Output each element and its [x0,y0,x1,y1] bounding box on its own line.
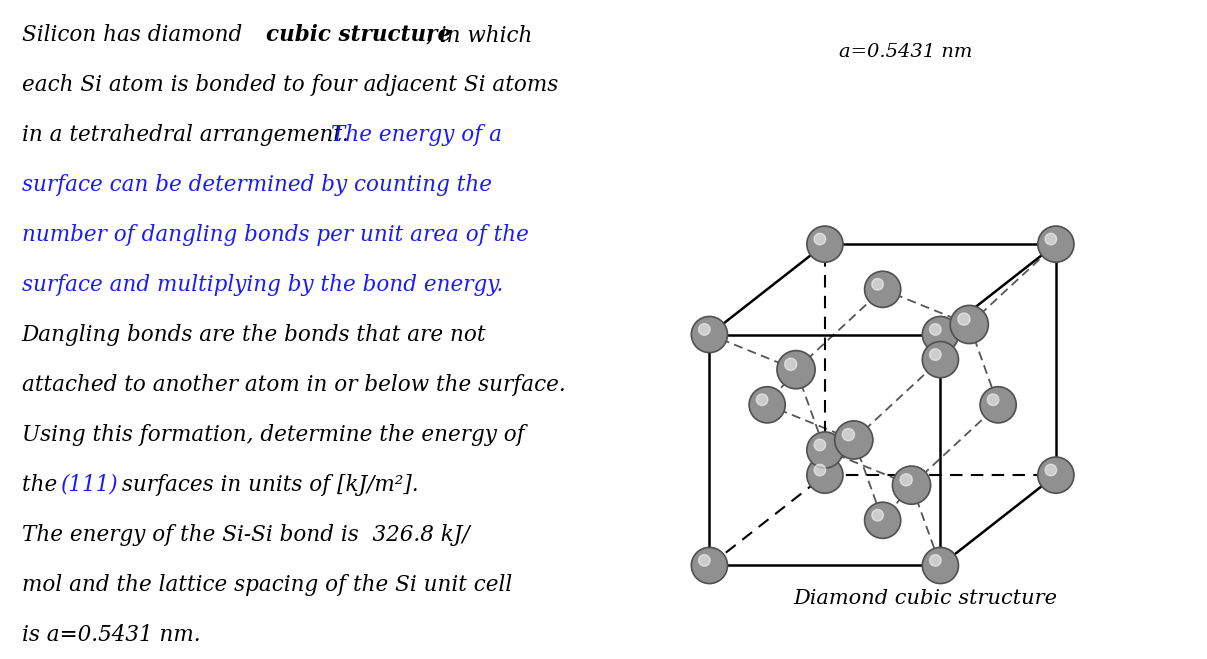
Circle shape [692,316,728,353]
Text: attached to another atom in or below the surface.: attached to another atom in or below the… [22,374,565,396]
Circle shape [1045,233,1056,245]
Circle shape [1038,457,1074,493]
Circle shape [929,349,941,360]
Circle shape [785,358,797,370]
Circle shape [1045,464,1056,476]
Circle shape [835,421,873,459]
Text: Silicon has diamond: Silicon has diamond [22,24,249,46]
Circle shape [757,394,768,405]
Circle shape [871,509,884,521]
Text: Dangling bonds are the bonds that are not: Dangling bonds are the bonds that are no… [22,324,486,346]
Text: mol and the lattice spacing of the Si unit cell: mol and the lattice spacing of the Si un… [22,574,512,596]
Circle shape [892,466,931,504]
Text: number of dangling bonds per unit area of the: number of dangling bonds per unit area o… [22,224,529,246]
Circle shape [814,464,826,476]
Circle shape [814,439,826,451]
Circle shape [806,457,842,493]
Text: surface can be determined by counting the: surface can be determined by counting th… [22,174,491,196]
Circle shape [806,226,842,262]
Text: surfaces in units of [kJ/m²].: surfaces in units of [kJ/m²]. [115,474,419,496]
Circle shape [806,432,842,468]
Text: a=0.5431 nm: a=0.5431 nm [839,43,972,61]
Circle shape [777,351,815,389]
Text: Diamond cubic structure: Diamond cubic structure [793,588,1057,608]
Text: The energy of the Si-Si bond is  326.8 kJ/: The energy of the Si-Si bond is 326.8 kJ… [22,524,470,546]
Circle shape [922,316,958,353]
Text: is a=0.5431 nm.: is a=0.5431 nm. [22,624,200,646]
Circle shape [864,502,900,538]
Circle shape [814,233,826,245]
Circle shape [842,428,855,441]
Circle shape [922,548,958,584]
Circle shape [929,324,941,335]
Circle shape [864,272,900,307]
Text: in a tetrahedral arrangement.: in a tetrahedral arrangement. [22,124,349,146]
Circle shape [980,387,1016,423]
Text: surface and multiplying by the bond energy.: surface and multiplying by the bond ener… [22,274,503,296]
Circle shape [958,313,970,326]
Circle shape [922,341,958,378]
Text: Using this formation, determine the energy of: Using this formation, determine the ener… [22,424,525,446]
Circle shape [1038,226,1074,262]
Circle shape [929,555,941,566]
Circle shape [699,324,710,335]
Circle shape [699,555,710,566]
Text: The energy of a: The energy of a [331,124,502,146]
Text: , in which: , in which [426,24,532,46]
Text: (111): (111) [60,474,118,496]
Circle shape [750,387,786,423]
Text: each Si atom is bonded to four adjacent Si atoms: each Si atom is bonded to four adjacent … [22,74,558,96]
Text: cubic structure: cubic structure [266,24,450,46]
Circle shape [950,305,989,343]
Circle shape [692,548,728,584]
Circle shape [900,474,912,486]
Circle shape [987,394,999,405]
Circle shape [871,279,884,290]
Text: the: the [22,474,64,496]
